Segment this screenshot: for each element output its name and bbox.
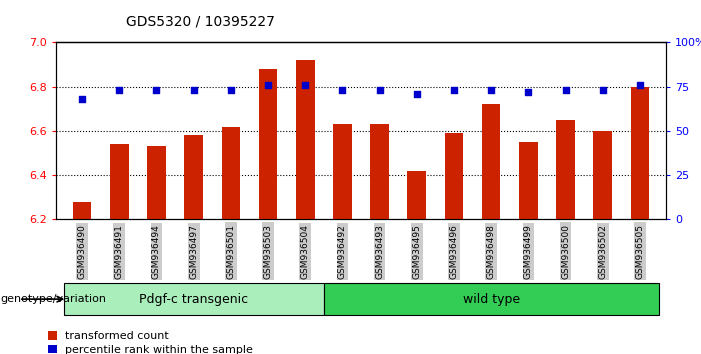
Bar xyxy=(444,133,463,219)
Point xyxy=(114,87,125,93)
Bar xyxy=(259,69,278,219)
Bar xyxy=(631,87,649,219)
Bar xyxy=(557,120,575,219)
Text: GSM936497: GSM936497 xyxy=(189,224,198,279)
Point xyxy=(225,87,236,93)
Text: GSM936498: GSM936498 xyxy=(486,224,496,279)
Bar xyxy=(64,283,324,315)
Point xyxy=(486,87,497,93)
Legend: transformed count, percentile rank within the sample: transformed count, percentile rank withi… xyxy=(48,331,253,354)
Text: GSM936501: GSM936501 xyxy=(226,224,236,279)
Bar xyxy=(222,127,240,219)
Point xyxy=(597,87,608,93)
Text: Pdgf-c transgenic: Pdgf-c transgenic xyxy=(139,293,248,306)
Point xyxy=(411,91,423,97)
Bar xyxy=(370,124,389,219)
Bar xyxy=(333,124,352,219)
Point xyxy=(523,89,534,95)
Text: GDS5320 / 10395227: GDS5320 / 10395227 xyxy=(126,14,275,28)
Point xyxy=(299,82,311,88)
Point xyxy=(449,87,460,93)
Text: GSM936500: GSM936500 xyxy=(561,224,570,279)
Point xyxy=(262,82,273,88)
Text: GSM936493: GSM936493 xyxy=(375,224,384,279)
Bar xyxy=(519,142,538,219)
Text: GSM936492: GSM936492 xyxy=(338,224,347,279)
Point xyxy=(151,87,162,93)
Bar xyxy=(594,131,612,219)
Point xyxy=(634,82,646,88)
Text: wild type: wild type xyxy=(463,293,519,306)
Point xyxy=(560,87,571,93)
Bar xyxy=(73,202,91,219)
Point xyxy=(336,87,348,93)
Text: GSM936494: GSM936494 xyxy=(152,224,161,279)
Point xyxy=(76,96,88,102)
Text: GSM936499: GSM936499 xyxy=(524,224,533,279)
Bar xyxy=(324,283,658,315)
Text: GSM936496: GSM936496 xyxy=(449,224,458,279)
Text: GSM936491: GSM936491 xyxy=(115,224,124,279)
Text: GSM936505: GSM936505 xyxy=(635,224,644,279)
Bar xyxy=(184,136,203,219)
Bar xyxy=(147,147,165,219)
Text: GSM936502: GSM936502 xyxy=(598,224,607,279)
Bar xyxy=(110,144,128,219)
Bar xyxy=(407,171,426,219)
Text: genotype/variation: genotype/variation xyxy=(0,294,106,304)
Text: GSM936495: GSM936495 xyxy=(412,224,421,279)
Bar xyxy=(296,60,315,219)
Point xyxy=(188,87,199,93)
Text: GSM936503: GSM936503 xyxy=(264,224,273,279)
Bar xyxy=(482,104,501,219)
Text: GSM936490: GSM936490 xyxy=(78,224,87,279)
Point xyxy=(374,87,386,93)
Text: GSM936504: GSM936504 xyxy=(301,224,310,279)
